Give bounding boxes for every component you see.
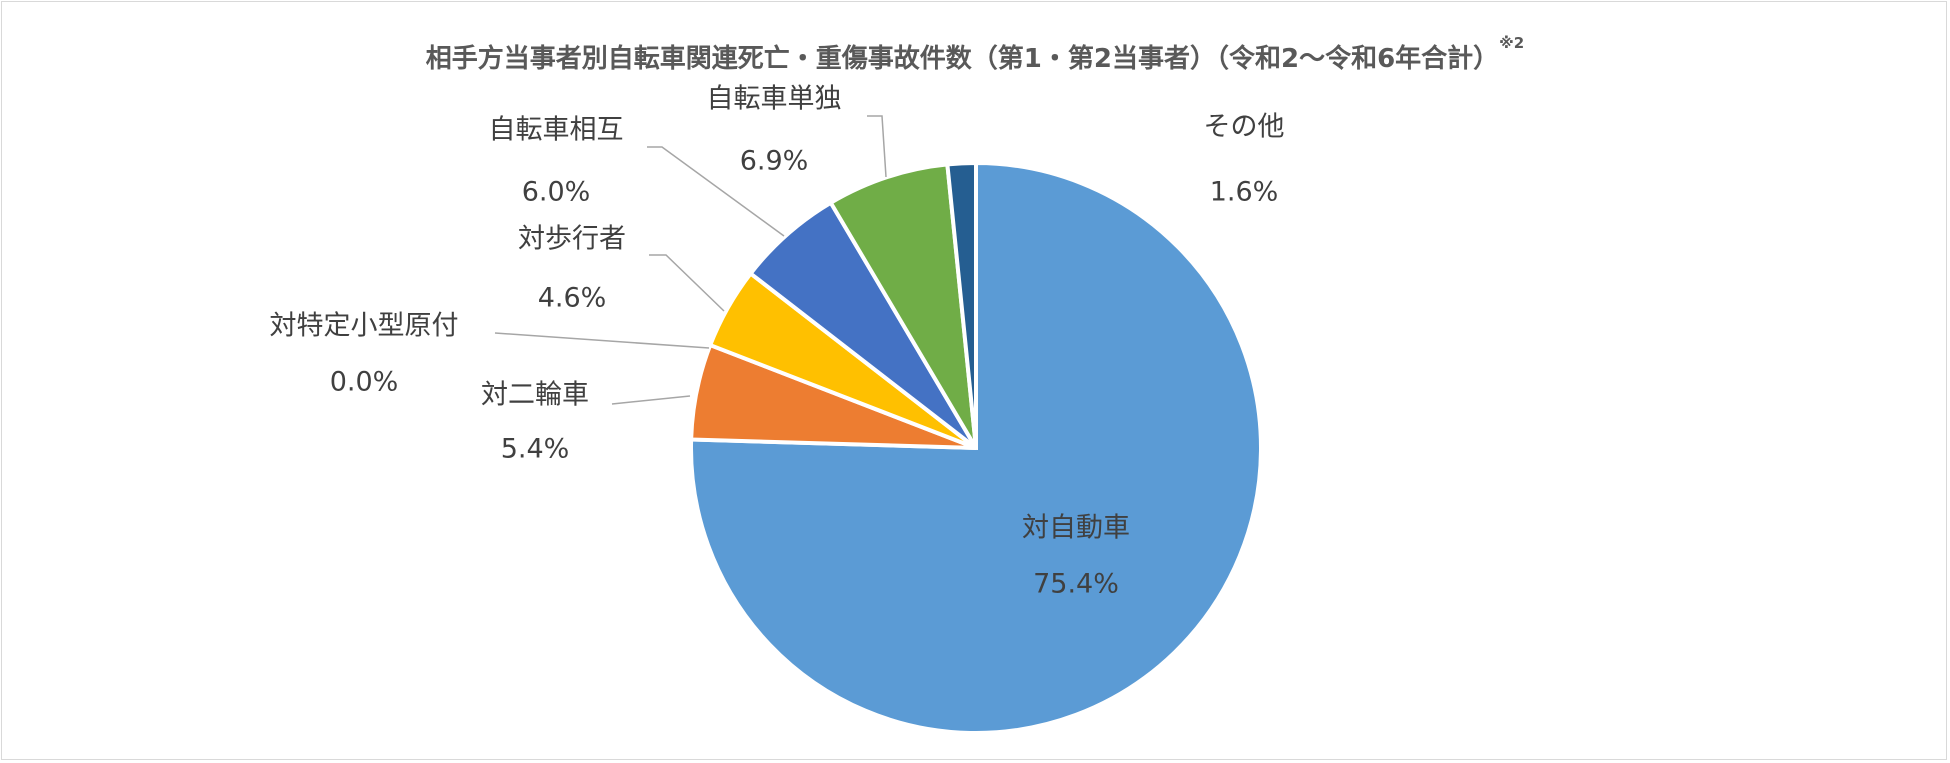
- slice-label-name-6: その他: [1204, 112, 1285, 143]
- slice-label-value-2: 0.0%: [330, 367, 399, 398]
- slice-label-value-3: 4.6%: [538, 283, 607, 314]
- chart-title-text: 相手方当事者別自転車関連死亡・重傷事故件数（第1・第2当事者）（令和2～令和6年…: [425, 44, 1500, 74]
- slice-label-name-5: 自転車単独: [707, 84, 842, 115]
- slice-label-name-1: 対二輪車: [481, 380, 589, 411]
- slice-label-name-0: 対自動車: [1022, 513, 1130, 544]
- leader-line-bicycle-single: [867, 115, 887, 178]
- leader-line-motorcycle: [611, 395, 691, 405]
- chart-title: 相手方当事者別自転車関連死亡・重傷事故件数（第1・第2当事者）（令和2～令和6年…: [0, 34, 1950, 75]
- slice-label-name-4: 自転車相互: [489, 115, 624, 146]
- slice-label-value-1: 5.4%: [501, 434, 570, 465]
- slice-label-value-6: 1.6%: [1210, 177, 1279, 208]
- pie-slice-5: [828, 162, 978, 450]
- slice-label-value-5: 6.9%: [740, 146, 809, 177]
- leader-line-bicycle-mutual: [647, 146, 785, 237]
- slice-label-name-2: 対特定小型原付: [270, 311, 459, 342]
- slice-label-name-3: 対歩行者: [518, 224, 626, 255]
- leader-line-e-scooter: [494, 332, 710, 349]
- leader-line-pedestrian: [649, 254, 725, 312]
- slice-label-value-0: 75.4%: [1033, 569, 1119, 600]
- slice-label-value-4: 6.0%: [522, 177, 591, 208]
- chart-title-note: ※2: [1499, 34, 1525, 52]
- pie-slice-6: [945, 160, 978, 449]
